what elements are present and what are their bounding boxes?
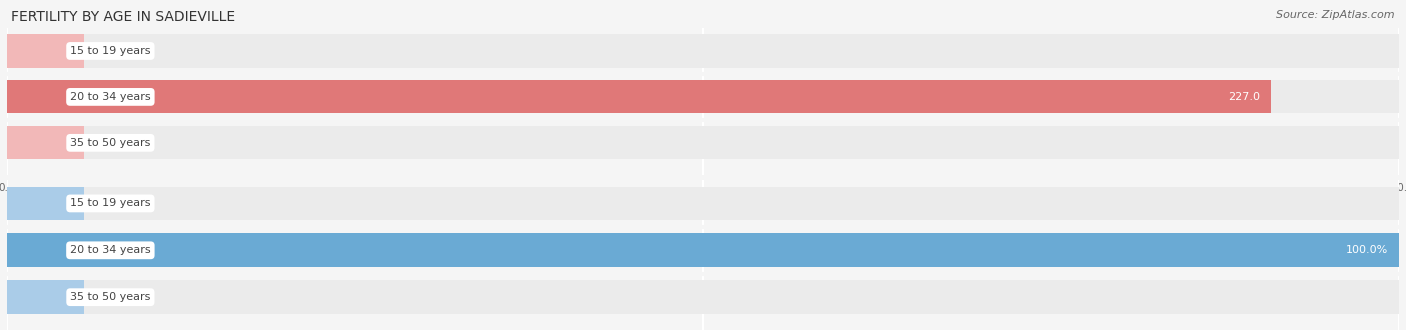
Text: 35 to 50 years: 35 to 50 years [70, 292, 150, 302]
Bar [7, 34, 1399, 68]
Bar [7, 233, 1399, 267]
Text: 0.0: 0.0 [104, 46, 122, 56]
Bar [7, 34, 83, 68]
Text: 0.0%: 0.0% [104, 292, 132, 302]
Bar [7, 126, 83, 159]
Text: Source: ZipAtlas.com: Source: ZipAtlas.com [1277, 10, 1395, 20]
Text: 35 to 50 years: 35 to 50 years [70, 138, 150, 148]
Bar [7, 81, 1399, 114]
Bar [7, 126, 1399, 159]
Text: 0.0: 0.0 [104, 138, 122, 148]
Text: 0.0%: 0.0% [104, 198, 132, 209]
Text: FERTILITY BY AGE IN SADIEVILLE: FERTILITY BY AGE IN SADIEVILLE [11, 10, 235, 24]
Text: 15 to 19 years: 15 to 19 years [70, 46, 150, 56]
Text: 15 to 19 years: 15 to 19 years [70, 198, 150, 209]
Bar [7, 186, 1399, 220]
Text: 20 to 34 years: 20 to 34 years [70, 245, 150, 255]
Bar [7, 186, 83, 220]
Bar [7, 233, 1399, 267]
Bar [7, 280, 1399, 314]
Text: 100.0%: 100.0% [1346, 245, 1388, 255]
Text: 227.0: 227.0 [1227, 92, 1260, 102]
Text: 20 to 34 years: 20 to 34 years [70, 92, 150, 102]
Bar [7, 81, 1271, 114]
Bar [7, 280, 83, 314]
